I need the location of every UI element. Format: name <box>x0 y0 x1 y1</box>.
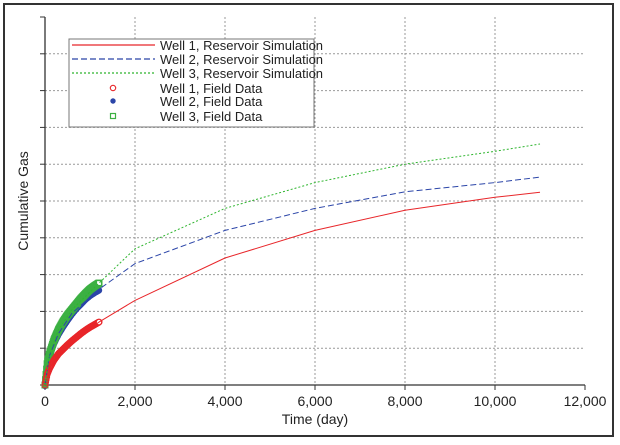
legend-entry-label: Well 1, Field Data <box>160 81 263 96</box>
legend-entry-label: Well 3, Field Data <box>160 109 263 124</box>
simulation-line-2 <box>44 176 541 386</box>
x-tick-label: 2,000 <box>117 393 152 409</box>
legend-entry-label: Well 3, Reservoir Simulation <box>160 66 323 81</box>
x-tick-label: 10,000 <box>474 393 517 409</box>
x-tick-label: 8,000 <box>387 393 422 409</box>
legend-entry-label: Well 2, Reservoir Simulation <box>160 52 323 67</box>
x-tick-label: 12,000 <box>564 393 607 409</box>
simulation-line-3 <box>44 143 541 386</box>
y-axis-label: Cumulative Gas <box>15 151 31 251</box>
legend-entry-label: Well 2, Field Data <box>160 94 263 109</box>
x-tick-label: 6,000 <box>297 393 332 409</box>
legend-swatch-marker <box>109 112 117 120</box>
x-tick-label: 4,000 <box>207 393 242 409</box>
x-tick-label: 0 <box>41 393 49 409</box>
axes: 0 2,000 4,000 6,000 8,000 10,000 12,000 <box>40 16 607 409</box>
series-layer <box>41 143 541 390</box>
legend-box <box>68 38 315 128</box>
legend-swatch-marker <box>110 98 116 104</box>
legend-swatch-marker <box>109 84 117 92</box>
field-data-point <box>95 279 103 287</box>
legend-entry-label: Well 1, Reservoir Simulation <box>160 38 323 53</box>
x-axis-label: Time (day) <box>282 411 348 427</box>
simulation-line-1 <box>44 191 541 386</box>
